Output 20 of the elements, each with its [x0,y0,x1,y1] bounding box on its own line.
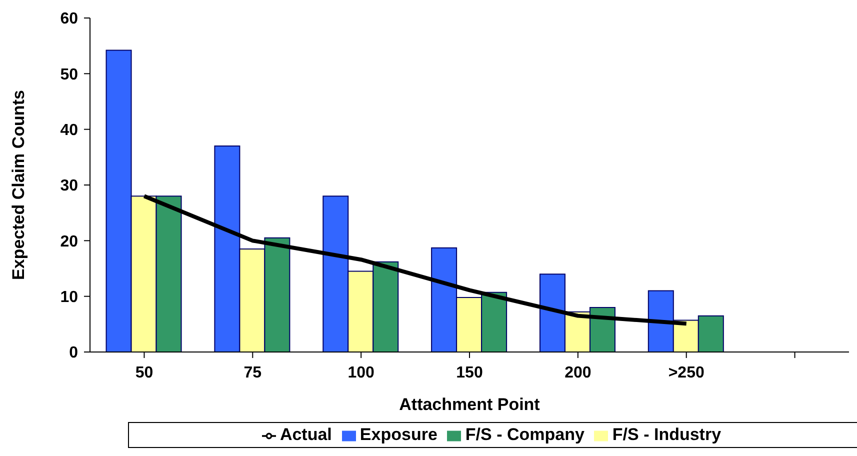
y-tick-label: 40 [60,122,78,140]
y-axis-title: Expected Claim Counts [9,90,28,280]
x-tick-label: 100 [348,364,375,382]
legend-label: Actual [280,425,332,444]
x-tick-label: >250 [668,364,704,382]
legend-label: F/S - Industry [612,425,722,444]
x-tick-label: 50 [135,364,154,382]
legend-label: F/S - Company [465,425,584,444]
y-tick-label: 60 [60,10,78,28]
y-tick-label: 30 [60,178,78,195]
x-tick-label: 75 [244,364,262,382]
x-tick-label: 150 [456,364,483,382]
y-tick-label: 50 [60,66,78,84]
x-axis-title: Attachment Point [399,395,540,414]
line-series [142,194,688,326]
y-tick-label: 10 [60,289,78,306]
y-tick-label: 0 [69,344,78,362]
legend-label: Exposure [360,425,438,444]
y-tick-label: 20 [60,233,78,250]
x-tick-label: 200 [564,364,592,382]
